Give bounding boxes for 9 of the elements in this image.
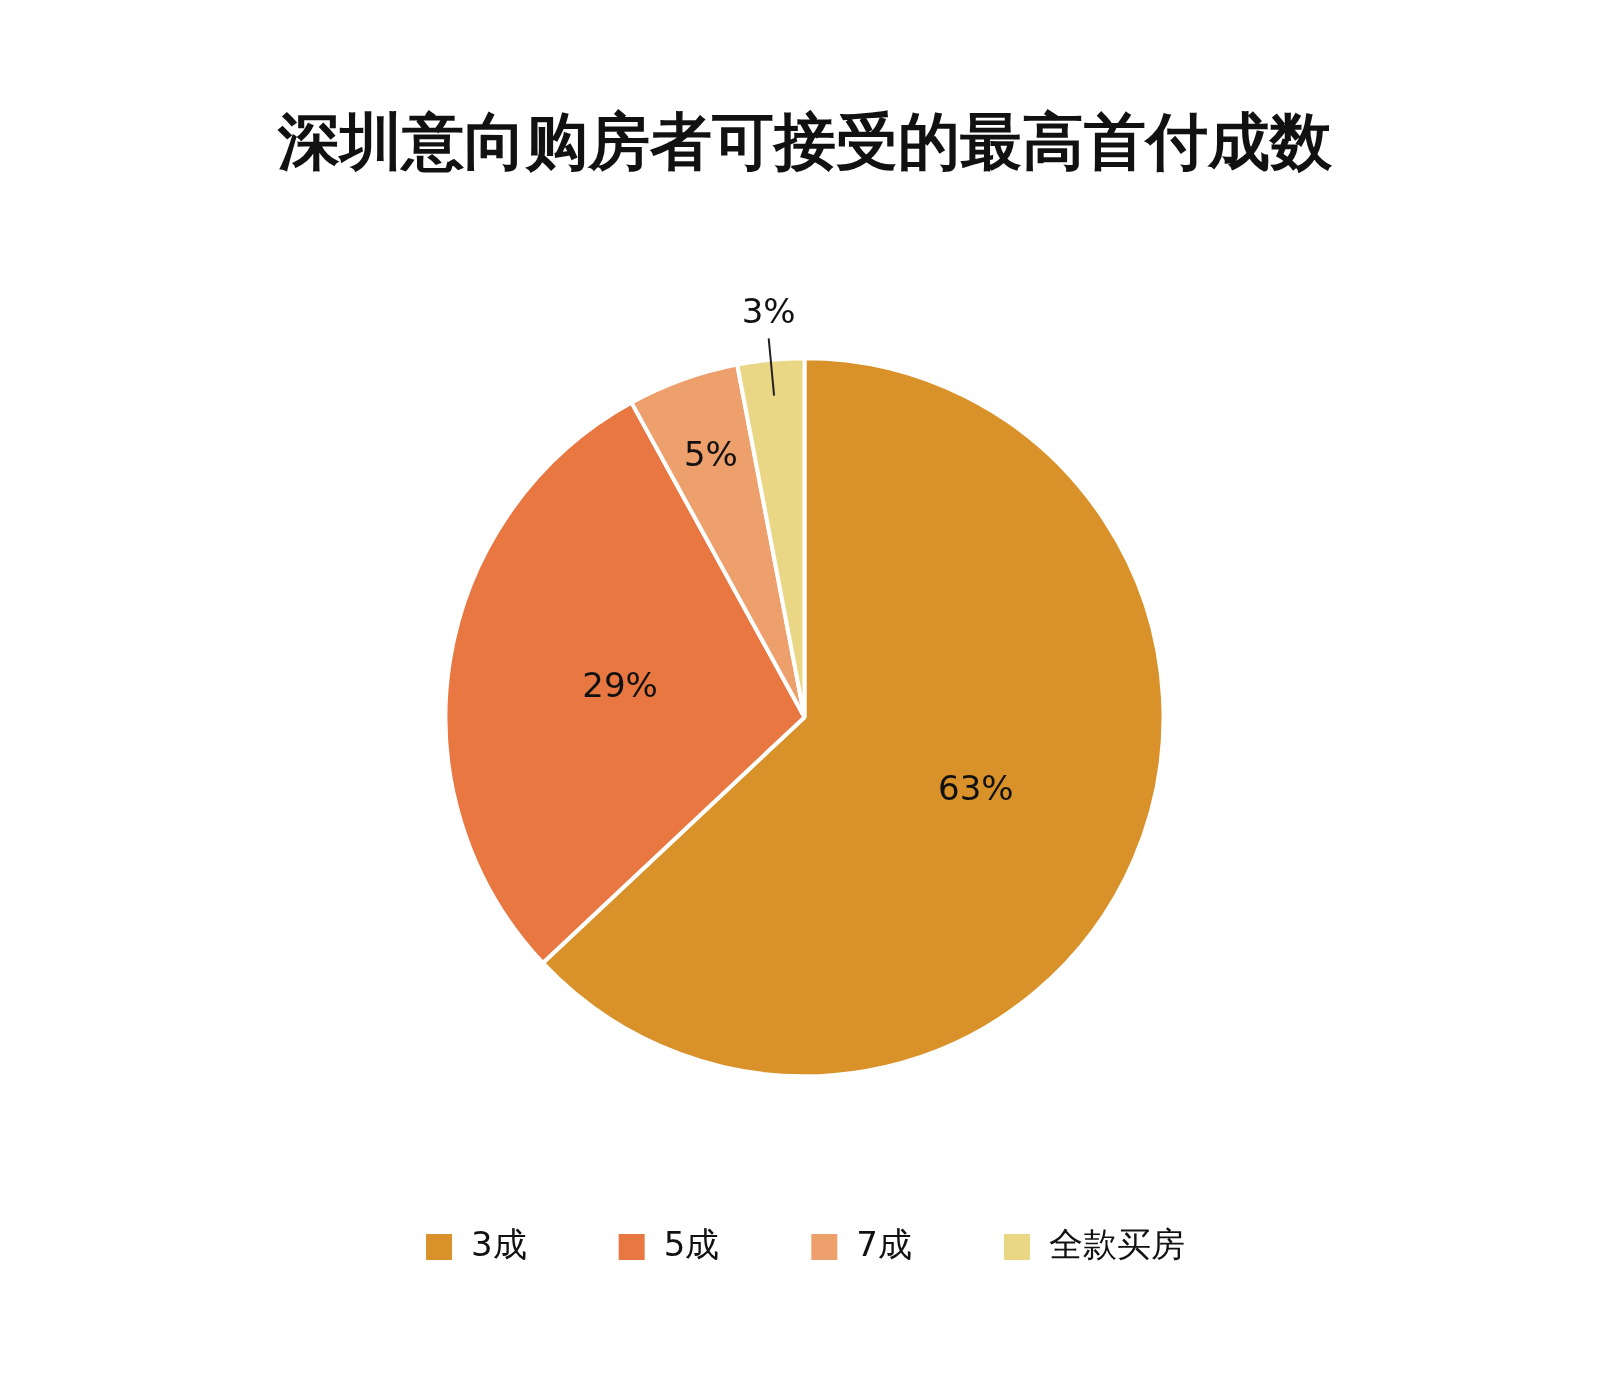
- legend-label: 7成: [856, 1223, 912, 1264]
- legend-label: 全款买房: [1048, 1223, 1185, 1264]
- legend-label: 3成: [471, 1223, 527, 1264]
- legend-label: 5成: [663, 1223, 720, 1264]
- data-label: 5%: [683, 433, 738, 474]
- data-label: 29%: [582, 664, 658, 705]
- chart-title: 深圳意向购房者可接受的最高首付成数: [276, 105, 1333, 179]
- data-label: 63%: [938, 768, 1014, 809]
- data-label: 3%: [741, 291, 796, 332]
